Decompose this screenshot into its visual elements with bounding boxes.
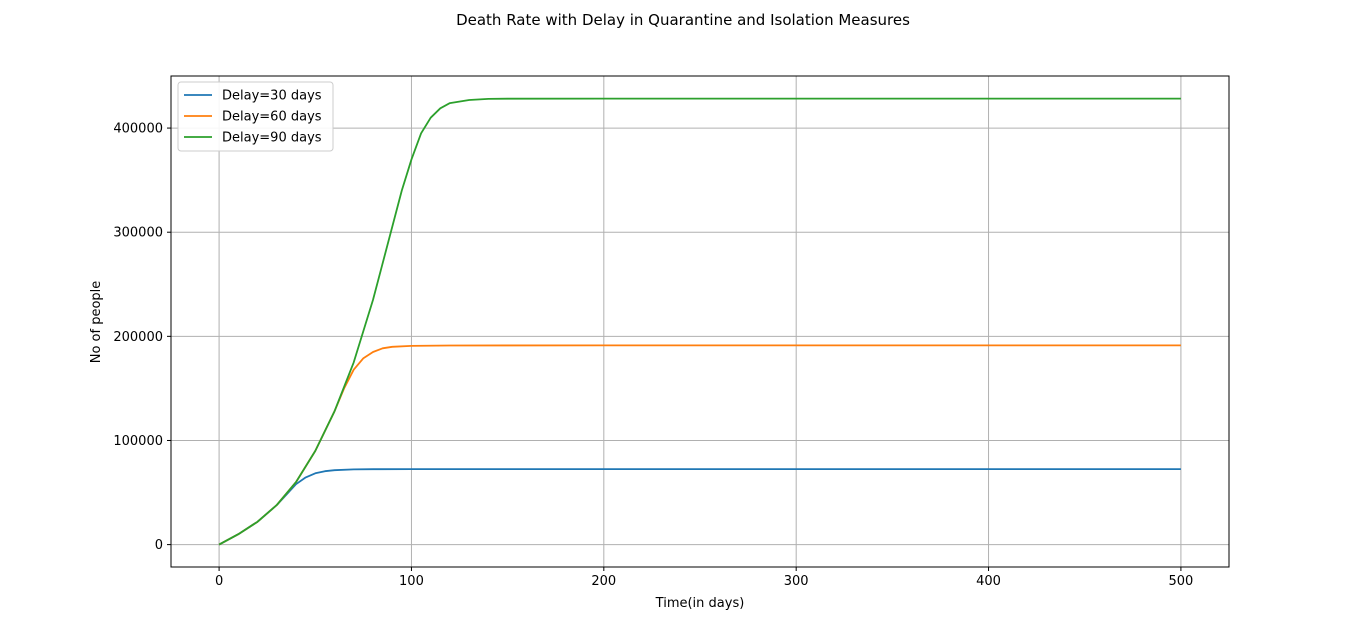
y-tick-label: 200000 xyxy=(113,330,163,345)
x-tick-label: 100 xyxy=(399,574,424,589)
x-tick-label: 400 xyxy=(976,574,1001,589)
legend-label-2: Delay=60 days xyxy=(222,110,322,125)
y-tick-label: 0 xyxy=(155,538,163,553)
legend-box xyxy=(177,81,334,152)
legend: Delay=30 days Delay=60 days Delay=90 days xyxy=(177,81,334,152)
chart-title: Death Rate with Delay in Quarantine and … xyxy=(456,11,910,29)
y-tick-label: 100000 xyxy=(113,434,163,449)
series-line-2 xyxy=(218,344,1181,546)
legend-label-1: Delay=30 days xyxy=(222,89,322,104)
grid xyxy=(171,76,1229,567)
y-tick-label: 400000 xyxy=(113,122,163,137)
x-tick-label: 0 xyxy=(215,574,223,589)
plot-frame xyxy=(170,75,1230,568)
legend-label-3: Delay=90 days xyxy=(222,131,322,146)
series-line-3 xyxy=(218,97,1181,546)
series-lines xyxy=(218,97,1181,546)
x-axis-label: Time(in days) xyxy=(655,596,745,611)
y-axis-label: No of people xyxy=(89,281,104,364)
x-tick-label: 500 xyxy=(1168,574,1193,589)
x-tick-label: 200 xyxy=(591,574,616,589)
series-line-1 xyxy=(218,468,1181,546)
y-tick-label: 300000 xyxy=(113,226,163,241)
axis-ticks: 0 100 200 300 400 500 0 100000 200000 300000 40000… xyxy=(113,122,1193,589)
x-tick-label: 300 xyxy=(784,574,809,589)
